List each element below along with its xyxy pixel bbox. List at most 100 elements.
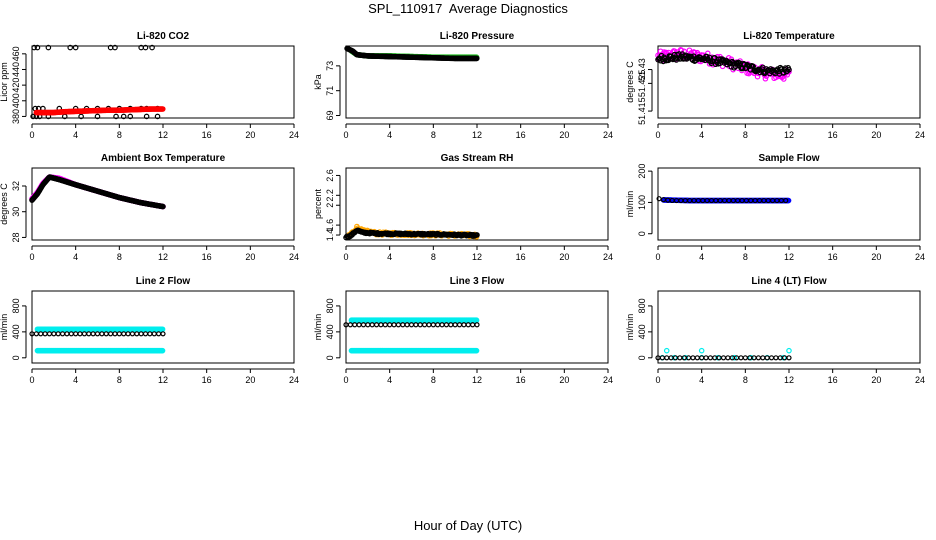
data-point xyxy=(677,355,683,361)
chart-title: Li-820 CO2 xyxy=(137,31,190,42)
y-axis-label: ml/min xyxy=(0,314,9,341)
data-point xyxy=(143,113,150,120)
data-point xyxy=(786,66,792,73)
x-tick-label: 0 xyxy=(655,130,660,140)
x-tick-label: 12 xyxy=(784,130,794,140)
data-point xyxy=(439,322,445,328)
x-tick-label: 24 xyxy=(915,375,925,385)
x-tick-label: 24 xyxy=(915,130,925,140)
x-tick-label: 4 xyxy=(73,375,78,385)
data-point xyxy=(413,322,419,328)
data-point xyxy=(59,331,66,337)
plot-frame xyxy=(657,45,921,119)
data-point xyxy=(712,355,718,361)
data-point xyxy=(465,322,471,328)
data-point xyxy=(142,44,149,51)
x-tick-label: 20 xyxy=(245,375,255,385)
data-point xyxy=(81,331,88,337)
y-tick-label: 800 xyxy=(637,298,647,313)
data-point xyxy=(404,322,410,328)
data-point xyxy=(422,322,428,328)
plot-frame xyxy=(345,45,609,119)
data-point xyxy=(762,75,769,82)
data-point xyxy=(751,355,757,361)
x-tick-label: 8 xyxy=(743,252,748,262)
data-point xyxy=(160,203,166,210)
chart-panel-6: Sample Flow 0 4 8 12 16 20 24 0 100 200 ml/min xyxy=(625,153,925,262)
plot-frame xyxy=(31,45,295,119)
series-2 xyxy=(33,106,166,116)
series-2 xyxy=(348,347,480,354)
data-point xyxy=(731,354,738,361)
plot-frame xyxy=(657,290,921,364)
y-axis-label: ml/min xyxy=(625,314,635,341)
data-point xyxy=(34,44,41,51)
x-tick-label: 24 xyxy=(603,252,613,262)
x-tick-label: 4 xyxy=(387,375,392,385)
data-point xyxy=(64,331,70,337)
data-point xyxy=(707,355,714,361)
y-tick-label: 30 xyxy=(11,207,21,217)
data-point xyxy=(378,322,384,328)
data-point xyxy=(38,331,44,337)
data-point xyxy=(785,197,792,204)
y-tick-label: 800 xyxy=(11,298,21,313)
x-tick-label: 20 xyxy=(245,130,255,140)
data-point xyxy=(68,331,74,337)
y-tick-label: 800 xyxy=(325,298,335,313)
data-point xyxy=(461,322,467,328)
x-tick-label: 20 xyxy=(559,252,569,262)
x-tick-label: 12 xyxy=(472,130,482,140)
x-tick-label: 4 xyxy=(699,130,704,140)
data-point xyxy=(703,355,709,361)
data-point xyxy=(356,322,362,328)
x-tick-label: 0 xyxy=(343,130,348,140)
series-2 xyxy=(656,196,789,204)
data-point xyxy=(55,331,61,337)
y-tick-label: 460 xyxy=(11,46,21,61)
data-point xyxy=(134,331,140,337)
x-tick-label: 12 xyxy=(158,130,168,140)
data-point xyxy=(46,331,53,337)
data-point xyxy=(86,331,92,337)
y-axis-label: degrees C xyxy=(625,61,635,103)
chart-title: Li-820 Temperature xyxy=(743,31,835,42)
data-point xyxy=(347,322,353,328)
data-point xyxy=(391,322,397,328)
series-2 xyxy=(344,45,480,62)
x-tick-label: 24 xyxy=(603,130,613,140)
data-point xyxy=(387,322,393,328)
data-point xyxy=(685,355,692,361)
data-point xyxy=(764,355,770,361)
y-tick-label: 51.425 xyxy=(637,70,647,98)
x-tick-label: 16 xyxy=(202,130,212,140)
chart-title: Line 2 Flow xyxy=(136,276,191,287)
data-point xyxy=(138,331,144,337)
x-tick-label: 20 xyxy=(871,375,881,385)
x-tick-label: 0 xyxy=(29,375,34,385)
data-point xyxy=(698,347,705,354)
data-point xyxy=(120,113,127,120)
data-point xyxy=(42,331,48,337)
data-point xyxy=(786,347,792,354)
x-tick-label: 12 xyxy=(472,252,482,262)
data-point xyxy=(473,55,480,62)
x-tick-label: 20 xyxy=(871,130,881,140)
data-point xyxy=(94,331,101,337)
x-tick-label: 12 xyxy=(784,252,794,262)
data-point xyxy=(154,113,161,120)
data-point xyxy=(754,73,761,80)
data-point xyxy=(160,331,166,337)
y-tick-label: 2.2 xyxy=(325,189,335,202)
x-tick-label: 0 xyxy=(343,375,348,385)
chart-title: Ambient Box Temperature xyxy=(101,153,226,164)
series-2 xyxy=(34,347,166,354)
x-tick-label: 8 xyxy=(743,375,748,385)
y-tick-label: 28 xyxy=(11,232,21,242)
data-point xyxy=(159,106,166,112)
plot-frame xyxy=(31,167,295,241)
chart-panel-5: Gas Stream RH 0 4 8 12 16 20 24 1.41.6 22.2 2.6per… xyxy=(313,153,613,262)
data-point xyxy=(78,113,84,120)
